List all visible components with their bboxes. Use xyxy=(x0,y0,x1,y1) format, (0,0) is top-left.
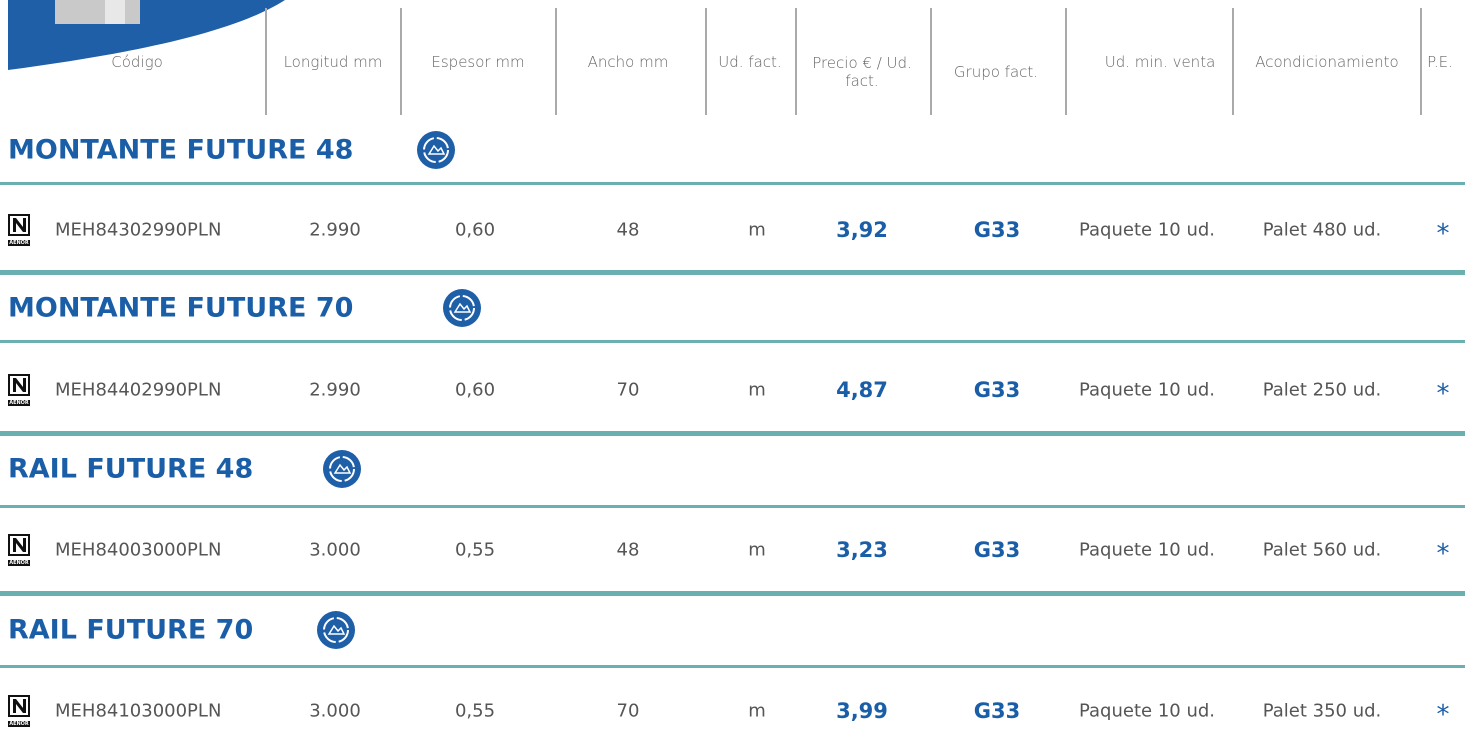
header-cell: Ud. min. venta xyxy=(1090,53,1230,71)
table-cell: 4,87 xyxy=(836,378,888,402)
table-cell: Palet 250 ud. xyxy=(1263,380,1382,401)
table-cell: Paquete 10 ud. xyxy=(1079,540,1215,561)
divider xyxy=(0,182,1465,185)
table-cell: Palet 350 ud. xyxy=(1263,701,1382,722)
table-cell: Palet 480 ud. xyxy=(1263,220,1382,241)
table-cell: m xyxy=(748,701,766,722)
header-cell: Código xyxy=(77,53,197,71)
header-cell: Grupo fact. xyxy=(946,63,1046,81)
header-cell: Acondicionamiento xyxy=(1242,53,1412,71)
header-cell: Longitud mm xyxy=(273,53,393,71)
table-cell: Palet 560 ud. xyxy=(1263,540,1382,561)
special-mark: * xyxy=(1437,539,1450,569)
product-code: MEH84302990PLN xyxy=(55,220,221,241)
column-divider xyxy=(555,8,557,115)
header-cell: Ud. fact. xyxy=(710,53,790,71)
column-divider xyxy=(265,8,267,115)
cert-label: AENOR xyxy=(8,721,30,727)
table-cell: Paquete 10 ud. xyxy=(1079,220,1215,241)
divider xyxy=(0,591,1465,596)
page: Código Longitud mm Espesor mm Ancho mm Ud. f… xyxy=(0,0,1465,751)
cert-logo: AENOR xyxy=(8,214,30,242)
table-cell: m xyxy=(748,380,766,401)
table-cell: G33 xyxy=(974,378,1020,402)
column-divider xyxy=(1065,8,1067,115)
table-cell: m xyxy=(748,220,766,241)
table-cell: 2.990 xyxy=(309,220,361,241)
divider xyxy=(0,340,1465,343)
table-cell: G33 xyxy=(974,218,1020,242)
table-cell: 3.000 xyxy=(309,540,361,561)
column-divider xyxy=(1420,8,1422,115)
product-code: MEH84103000PLN xyxy=(55,701,221,722)
table-cell: 3,99 xyxy=(836,699,888,723)
table-cell: G33 xyxy=(974,538,1020,562)
column-divider xyxy=(705,8,707,115)
section-title: MONTANTE FUTURE 48 xyxy=(8,135,353,166)
column-divider xyxy=(400,8,402,115)
cert-label: AENOR xyxy=(8,400,30,406)
table-cell: 3.000 xyxy=(309,701,361,722)
table-cell: 3,23 xyxy=(836,538,888,562)
column-divider xyxy=(1232,8,1234,115)
table-cell: 2.990 xyxy=(309,380,361,401)
special-mark: * xyxy=(1437,219,1450,249)
table-cell: Paquete 10 ud. xyxy=(1079,380,1215,401)
table-cell: 70 xyxy=(617,701,640,722)
header-cell: P.E. xyxy=(1420,53,1460,71)
table-cell: G33 xyxy=(974,699,1020,723)
cert-label: AENOR xyxy=(8,560,30,566)
column-divider xyxy=(930,8,932,115)
recycle-icon xyxy=(316,610,356,650)
cert-label: AENOR xyxy=(8,240,30,246)
table-cell: 0,55 xyxy=(455,540,495,561)
cert-logo: AENOR xyxy=(8,374,30,402)
table-cell: 48 xyxy=(617,540,640,561)
product-code: MEH84402990PLN xyxy=(55,380,221,401)
table-cell: 70 xyxy=(617,380,640,401)
divider xyxy=(0,665,1465,668)
divider xyxy=(0,505,1465,508)
header-cell: Precio € / Ud. fact. xyxy=(812,54,912,90)
header-cell: Ancho mm xyxy=(568,53,688,71)
column-divider xyxy=(795,8,797,115)
divider xyxy=(0,270,1465,275)
table-cell: 48 xyxy=(617,220,640,241)
table-cell: 0,60 xyxy=(455,380,495,401)
product-code: MEH84003000PLN xyxy=(55,540,221,561)
special-mark: * xyxy=(1437,700,1450,730)
divider xyxy=(0,431,1465,436)
special-mark: * xyxy=(1437,379,1450,409)
table-cell: Paquete 10 ud. xyxy=(1079,701,1215,722)
recycle-icon xyxy=(416,130,456,170)
section-title: MONTANTE FUTURE 70 xyxy=(8,293,353,324)
header-cell: Espesor mm xyxy=(418,53,538,71)
table-cell: m xyxy=(748,540,766,561)
table-cell: 0,60 xyxy=(455,220,495,241)
section-title: RAIL FUTURE 70 xyxy=(8,615,253,646)
section-title: RAIL FUTURE 48 xyxy=(8,454,253,485)
table-cell: 0,55 xyxy=(455,701,495,722)
recycle-icon xyxy=(322,449,362,489)
cert-logo: AENOR xyxy=(8,695,30,723)
recycle-icon xyxy=(442,288,482,328)
cert-logo: AENOR xyxy=(8,534,30,562)
table-cell: 3,92 xyxy=(836,218,888,242)
